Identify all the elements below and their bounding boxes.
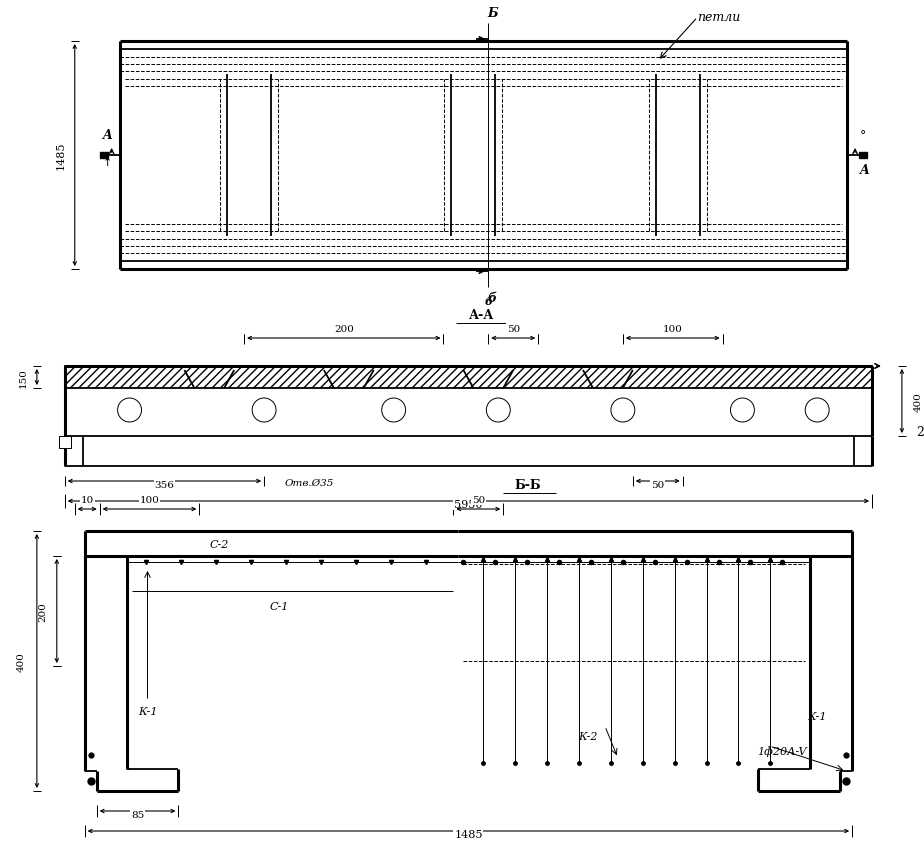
Text: 200: 200 [39,601,47,622]
Text: 100: 100 [140,495,160,505]
Text: 1485: 1485 [55,141,66,170]
Bar [65,367,872,388]
Text: 50: 50 [651,480,664,489]
Text: б: б [484,295,492,307]
Text: А-А: А-А [468,308,494,322]
Text: 10: 10 [80,495,94,505]
Text: К-2: К-2 [578,731,598,741]
Text: С-1: С-1 [269,601,288,611]
Text: петли: петли [698,10,741,23]
Text: Отв.Ø35: Отв.Ø35 [285,479,334,487]
Text: Б: Б [487,7,498,20]
Text: 50: 50 [472,495,485,505]
Text: 200: 200 [334,325,354,333]
Text: 2: 2 [916,425,924,438]
Text: ↑: ↑ [103,158,113,168]
Bar [59,437,71,449]
Text: Б-Б: Б-Б [515,479,541,492]
Bar [100,152,107,158]
Text: К-1: К-1 [138,706,157,716]
Text: 150: 150 [18,368,28,387]
Text: 1485: 1485 [454,829,482,839]
Text: С-2: С-2 [209,539,228,549]
Text: A: A [103,129,113,142]
Text: °: ° [860,129,866,142]
Text: 400: 400 [913,392,922,412]
Text: 356: 356 [154,480,175,489]
Text: 100: 100 [663,325,683,333]
Text: 5950: 5950 [454,499,482,510]
Text: б: б [488,292,497,305]
Text: 400: 400 [17,651,26,672]
Text: A: A [860,164,869,177]
Text: К-1: К-1 [808,711,827,722]
Bar [859,152,867,158]
Text: 1ф20А-V: 1ф20А-V [758,746,807,757]
Text: 50: 50 [506,325,520,333]
Text: 85: 85 [131,810,144,819]
